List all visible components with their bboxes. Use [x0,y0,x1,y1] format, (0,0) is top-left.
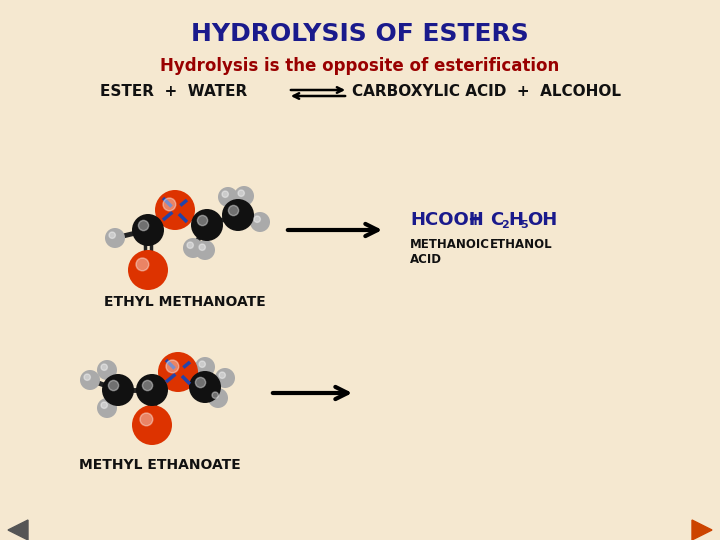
Circle shape [254,216,261,222]
Circle shape [105,228,125,248]
Circle shape [199,361,205,367]
Circle shape [132,405,172,445]
Circle shape [222,199,254,231]
Text: ETHYL METHANOATE: ETHYL METHANOATE [104,295,266,309]
Circle shape [197,215,207,226]
Text: CARBOXYLIC ACID  +  ALCOHOL: CARBOXYLIC ACID + ALCOHOL [352,84,621,99]
Text: METHANOIC
ACID: METHANOIC ACID [410,238,490,266]
Circle shape [101,364,107,370]
Circle shape [132,214,164,246]
Circle shape [158,352,198,392]
Text: H: H [508,211,523,229]
Circle shape [189,371,221,403]
Circle shape [166,360,179,373]
Circle shape [128,250,168,290]
Circle shape [212,392,218,399]
Circle shape [228,205,238,215]
Circle shape [222,191,228,198]
Circle shape [187,242,194,248]
Circle shape [143,380,153,390]
Text: Hydrolysis is the opposite of esterification: Hydrolysis is the opposite of esterifica… [161,57,559,75]
Circle shape [208,388,228,408]
Circle shape [163,198,176,211]
Polygon shape [692,520,712,540]
Circle shape [80,370,100,390]
Circle shape [140,413,153,426]
Text: 2: 2 [501,220,509,230]
Circle shape [136,374,168,406]
Circle shape [195,377,206,388]
Text: 5: 5 [520,220,528,230]
Text: HCOOH: HCOOH [410,211,484,229]
Circle shape [238,190,244,197]
Circle shape [195,357,215,377]
Circle shape [199,244,205,251]
Text: METHYL ETHANOATE: METHYL ETHANOATE [79,458,241,472]
Circle shape [138,220,148,231]
Circle shape [136,258,149,271]
Circle shape [234,186,254,206]
Circle shape [97,398,117,418]
Text: ETHANOL: ETHANOL [490,238,553,251]
Circle shape [183,238,203,258]
Circle shape [195,240,215,260]
Text: ESTER  +  WATER: ESTER + WATER [100,84,247,99]
Circle shape [215,368,235,388]
Circle shape [219,372,225,379]
Polygon shape [8,520,28,540]
Circle shape [109,380,119,390]
Circle shape [155,190,195,230]
Circle shape [101,402,107,408]
Circle shape [84,374,91,380]
Circle shape [97,360,117,380]
Circle shape [109,232,115,238]
Circle shape [250,212,270,232]
Circle shape [218,187,238,207]
Circle shape [191,209,223,241]
Text: HYDROLYSIS OF ESTERS: HYDROLYSIS OF ESTERS [191,22,529,46]
Circle shape [102,374,134,406]
Text: C: C [490,211,503,229]
Text: +: + [467,211,482,229]
Text: OH: OH [527,211,557,229]
